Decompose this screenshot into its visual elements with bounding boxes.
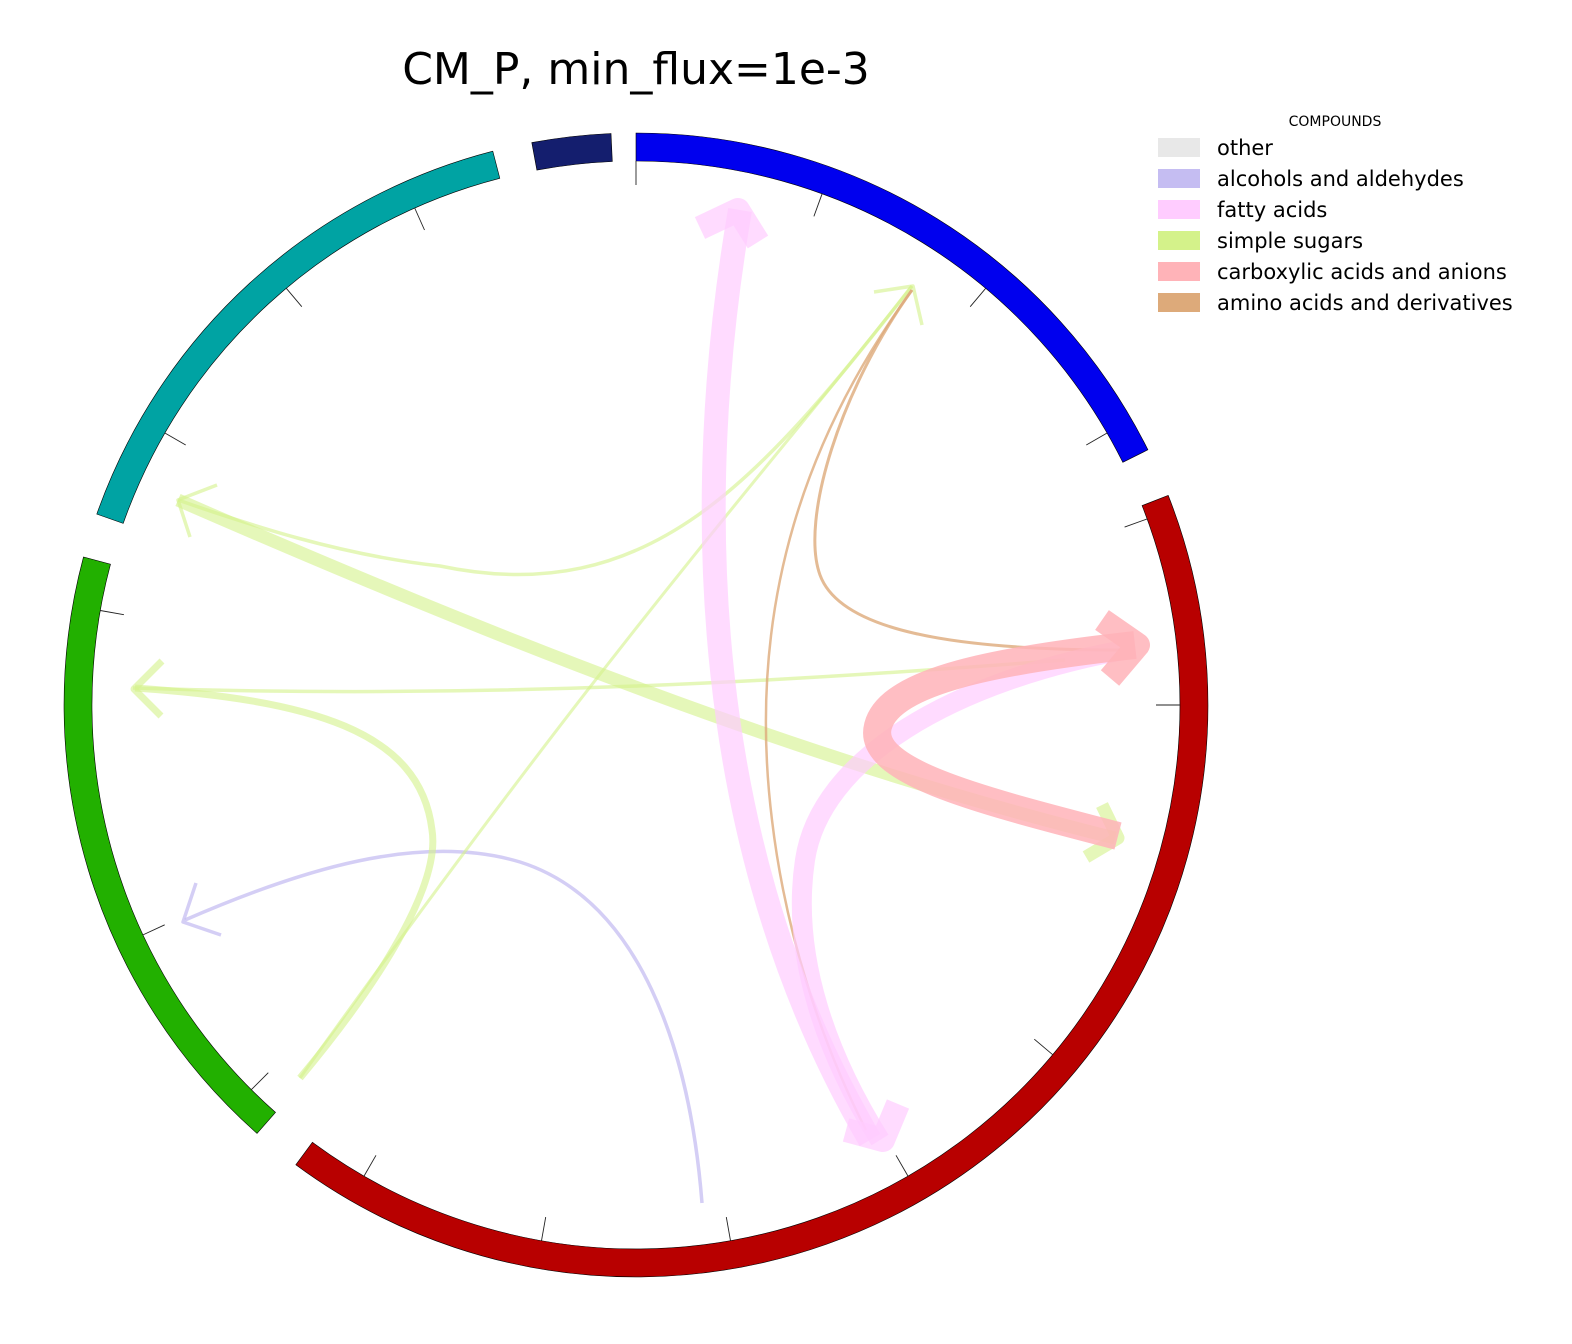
legend-swatch-alcohols — [1158, 169, 1200, 188]
legend-swatch-other — [1158, 138, 1200, 157]
legend-label-fatty-acids: fatty acids — [1217, 198, 1327, 222]
legend-label-alcohols: alcohols and aldehydes — [1217, 167, 1464, 191]
flow-curve — [813, 289, 1121, 652]
tick-mark — [414, 207, 425, 231]
tick-mark — [142, 924, 165, 936]
flow-arrowhead — [181, 882, 222, 937]
tick-mark — [1086, 432, 1108, 446]
legend-label-other: other — [1217, 136, 1273, 160]
tick-mark — [969, 288, 987, 307]
flow-arrowhead — [873, 284, 924, 326]
flow-curve — [791, 638, 1137, 1146]
flow-curve — [701, 207, 881, 1147]
flow-curve — [184, 849, 704, 1204]
tick-mark — [100, 610, 124, 616]
tick-mark — [285, 288, 303, 307]
sector-ticks — [100, 161, 1180, 1241]
tick-mark — [725, 1217, 731, 1241]
sector-arc-1 — [295, 495, 1209, 1278]
flow-carboxylic-acids-and-anions — [863, 610, 1150, 850]
sector-arc-3 — [96, 150, 501, 524]
flow-arrowhead — [130, 658, 165, 719]
legend-label-simple-sugars: simple sugars — [1217, 229, 1363, 253]
tick-mark — [895, 1155, 909, 1177]
legend: COMPOUNDS other alcohols and aldehydes f… — [1158, 114, 1513, 315]
sector-arc-2 — [63, 556, 276, 1134]
flow-alcohols-and-aldehydes — [181, 849, 704, 1204]
tick-mark — [363, 1155, 377, 1177]
tick-mark — [541, 1217, 547, 1241]
flow-curve — [134, 684, 437, 1081]
flow-curve — [177, 284, 914, 577]
flow-chords — [130, 198, 1150, 1204]
flow-arrowhead — [842, 1099, 910, 1152]
tick-mark — [1124, 518, 1148, 528]
tick-mark — [164, 432, 186, 446]
legend-swatch-fatty-acids — [1158, 200, 1200, 219]
legend-swatch-amino — [1158, 293, 1200, 312]
tick-mark — [813, 193, 823, 217]
legend-swatch-simple-sugars — [1158, 231, 1200, 250]
flow-arrowhead — [1082, 802, 1125, 863]
page-title: CM_P, min_flux=1e-3 — [402, 44, 870, 95]
flow-arrowhead — [1095, 610, 1150, 686]
flow-fatty-acids — [694, 198, 1137, 1152]
legend-label-carboxylic: carboxylic acids and anions — [1217, 260, 1507, 284]
sector-arc-4 — [531, 133, 613, 171]
sector-ring — [63, 132, 1209, 1278]
sector-arc-0 — [635, 132, 1149, 463]
tick-mark — [1034, 1038, 1053, 1056]
tick-mark — [250, 1072, 269, 1091]
legend-swatch-carboxylic — [1158, 262, 1200, 281]
legend-title: COMPOUNDS — [1289, 114, 1382, 130]
flow-curve — [863, 631, 1137, 850]
legend-label-amino: amino acids and derivatives — [1217, 291, 1513, 315]
flow-arrowhead — [694, 198, 769, 249]
